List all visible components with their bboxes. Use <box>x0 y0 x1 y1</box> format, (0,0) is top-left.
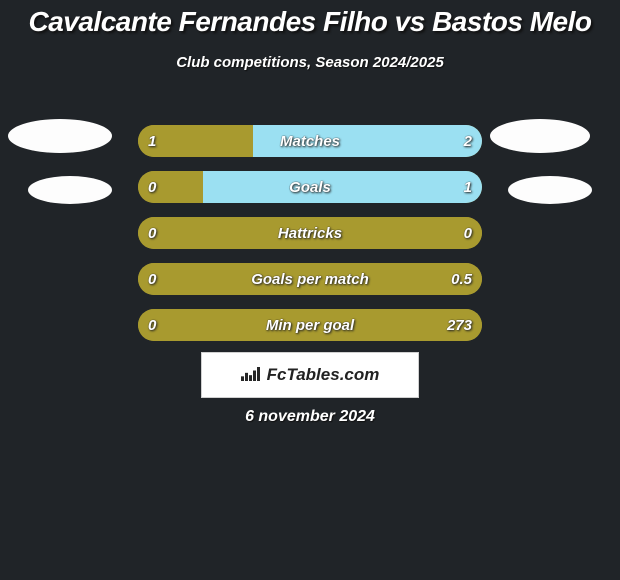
stat-label: Min per goal <box>138 309 482 341</box>
stat-value-left: 0 <box>148 309 156 341</box>
stat-label: Goals per match <box>138 263 482 295</box>
stat-row: Matches1 2 <box>0 118 620 164</box>
stat-row: Min per goal0 273 <box>0 302 620 348</box>
stat-label: Goals <box>138 171 482 203</box>
stat-row: Hattricks0 0 <box>0 210 620 256</box>
stat-value-right: 1 <box>464 171 472 203</box>
brand-attribution: FcTables.com <box>201 352 419 398</box>
stat-value-right: 273 <box>447 309 472 341</box>
stat-row: Goals0 1 <box>0 164 620 210</box>
page-title: Cavalcante Fernandes Filho vs Bastos Mel… <box>0 0 620 38</box>
stat-bar: Goals0 1 <box>138 171 482 203</box>
bar-chart-icon <box>241 367 261 386</box>
stat-label: Matches <box>138 125 482 157</box>
page-subtitle: Club competitions, Season 2024/2025 <box>0 54 620 71</box>
stat-rows: Matches12Goals01Hattricks00Goals per mat… <box>0 118 620 348</box>
stat-value-right: 0 <box>464 217 472 249</box>
stat-value-right: 0.5 <box>451 263 472 295</box>
date-caption: 6 november 2024 <box>0 408 620 426</box>
stat-value-left: 0 <box>148 217 156 249</box>
stat-bar: Hattricks0 0 <box>138 217 482 249</box>
stat-value-left: 1 <box>148 125 156 157</box>
infographic-root: Cavalcante Fernandes Filho vs Bastos Mel… <box>0 0 620 580</box>
stat-row: Goals per match0 0.5 <box>0 256 620 302</box>
brand-text: FcTables.com <box>267 365 380 385</box>
stat-bar: Min per goal0 273 <box>138 309 482 341</box>
stat-value-right: 2 <box>464 125 472 157</box>
stat-label: Hattricks <box>138 217 482 249</box>
stat-value-left: 0 <box>148 171 156 203</box>
stat-bar: Matches1 2 <box>138 125 482 157</box>
stat-bar: Goals per match0 0.5 <box>138 263 482 295</box>
stat-value-left: 0 <box>148 263 156 295</box>
